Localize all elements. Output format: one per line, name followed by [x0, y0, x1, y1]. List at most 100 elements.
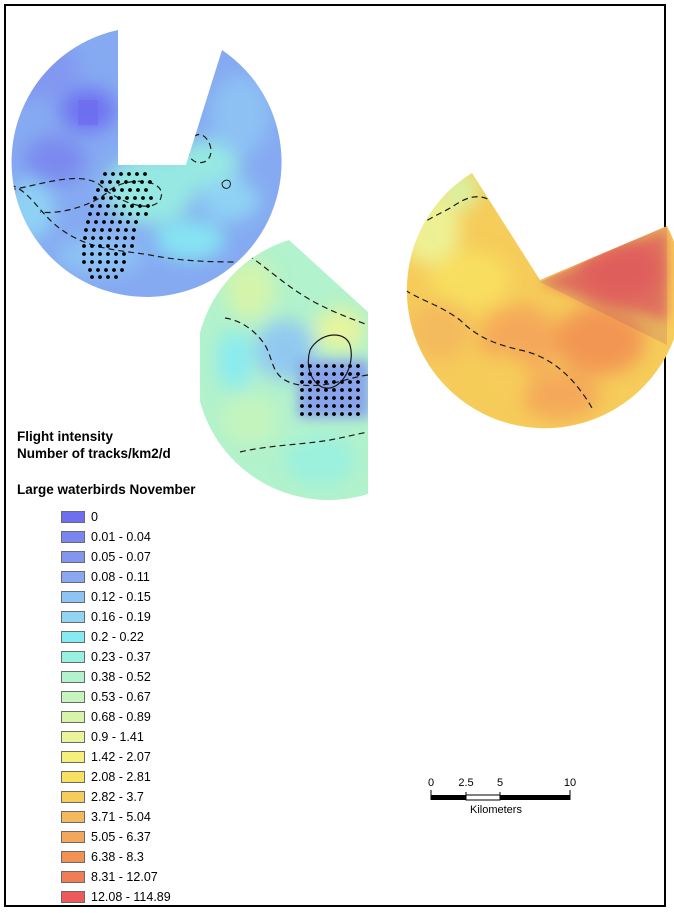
- legend-item: 5.05 - 6.37: [61, 827, 171, 847]
- turbine-marker: [114, 244, 118, 248]
- turbine-marker: [101, 196, 105, 200]
- turbine-marker: [111, 172, 115, 176]
- turbine-marker: [122, 252, 126, 256]
- depth-contour-west-4: [221, 179, 231, 189]
- turbine-marker: [141, 196, 145, 200]
- turbine-marker: [356, 364, 360, 368]
- legend-label: 5.05 - 6.37: [91, 830, 151, 844]
- turbine-marker: [146, 204, 150, 208]
- legend-swatch: [61, 671, 85, 683]
- turbine-marker: [117, 196, 121, 200]
- turbine-marker: [108, 180, 112, 184]
- legend-label: 0.2 - 0.22: [91, 630, 144, 644]
- turbine-marker: [340, 380, 344, 384]
- turbine-marker: [130, 204, 134, 208]
- legend-swatch: [61, 511, 85, 523]
- turbine-marker: [144, 188, 148, 192]
- radar-east-hotspot: [540, 230, 667, 320]
- turbine-marker: [116, 228, 120, 232]
- legend-label: 0.01 - 0.04: [91, 530, 151, 544]
- legend-swatch: [61, 611, 85, 623]
- turbine-marker: [308, 404, 312, 408]
- scale-tick-10: 10: [563, 777, 577, 789]
- depth-contour-center-4: [307, 334, 352, 389]
- scale-tick-5: 5: [496, 777, 504, 789]
- legend-label: 8.31 - 12.07: [91, 870, 158, 884]
- radar-sector-west: [11, 30, 282, 297]
- turbine-marker: [96, 212, 100, 216]
- scale-tick-2-5: 2.5: [458, 777, 474, 789]
- turbine-marker: [356, 396, 360, 400]
- turbine-marker: [110, 220, 114, 224]
- turbine-marker: [84, 228, 88, 232]
- turbine-marker: [98, 252, 102, 256]
- turbine-marker: [82, 252, 86, 256]
- legend-item: 0.9 - 1.41: [61, 727, 171, 747]
- turbine-marker: [130, 244, 134, 248]
- turbine-marker: [99, 236, 103, 240]
- legend-item: 0.16 - 0.19: [61, 607, 171, 627]
- turbine-marker: [348, 380, 352, 384]
- legend-item: 0.23 - 0.37: [61, 647, 171, 667]
- turbine-marker: [92, 228, 96, 232]
- turbine-marker: [112, 188, 116, 192]
- turbine-marker: [300, 388, 304, 392]
- turbine-marker: [348, 396, 352, 400]
- legend-item: 8.31 - 12.07: [61, 867, 171, 887]
- legend-item: 0.38 - 0.52: [61, 667, 171, 687]
- turbine-marker: [122, 244, 126, 248]
- turbine-marker: [106, 260, 110, 264]
- turbine-marker: [140, 180, 144, 184]
- legend-item: 0.01 - 0.04: [61, 527, 171, 547]
- legend-label: 12.08 - 114.89: [91, 890, 171, 904]
- turbine-marker: [134, 220, 138, 224]
- turbine-marker: [90, 260, 94, 264]
- turbine-marker: [143, 172, 147, 176]
- turbine-marker: [118, 220, 122, 224]
- turbine-marker: [90, 252, 94, 256]
- turbine-marker: [300, 412, 304, 416]
- turbine-marker: [324, 412, 328, 416]
- turbine-marker: [90, 275, 94, 279]
- turbine-marker: [300, 380, 304, 384]
- turbine-marker: [316, 388, 320, 392]
- turbine-marker: [300, 364, 304, 368]
- turbine-marker: [109, 196, 113, 200]
- turbine-marker: [106, 252, 110, 256]
- turbine-marker: [94, 220, 98, 224]
- radar-center-intensity: [217, 260, 365, 485]
- legend-item: 12.08 - 114.89: [61, 887, 171, 907]
- legend-subtitle: Large waterbirds November: [17, 482, 196, 497]
- turbine-marker: [300, 404, 304, 408]
- turbine-marker: [90, 244, 94, 248]
- turbine-marker: [340, 404, 344, 408]
- legend-swatch: [61, 771, 85, 783]
- turbine-marker: [82, 260, 86, 264]
- legend-swatch: [61, 631, 85, 643]
- wind-farm-west: [82, 172, 153, 279]
- legend-label: 0.16 - 0.19: [91, 610, 151, 624]
- turbine-marker: [88, 212, 92, 216]
- turbine-marker: [115, 236, 119, 240]
- turbine-marker: [316, 412, 320, 416]
- legend-label: 0.38 - 0.52: [91, 670, 151, 684]
- legend-label: 3.71 - 5.04: [91, 810, 151, 824]
- legend-item: 2.82 - 3.7: [61, 787, 171, 807]
- turbine-marker: [348, 372, 352, 376]
- turbine-marker: [91, 236, 95, 240]
- legend-swatch: [61, 851, 85, 863]
- turbine-marker: [83, 236, 87, 240]
- turbine-marker: [98, 275, 102, 279]
- turbine-marker: [114, 204, 118, 208]
- turbine-marker: [128, 212, 132, 216]
- turbine-marker: [124, 228, 128, 232]
- legend-label: 0.12 - 0.15: [91, 590, 151, 604]
- turbine-marker: [308, 380, 312, 384]
- turbine-marker: [136, 188, 140, 192]
- turbine-marker: [93, 196, 97, 200]
- turbine-marker: [135, 172, 139, 176]
- legend-label: 0.08 - 0.11: [91, 570, 150, 584]
- turbine-marker: [324, 364, 328, 368]
- turbine-marker: [104, 188, 108, 192]
